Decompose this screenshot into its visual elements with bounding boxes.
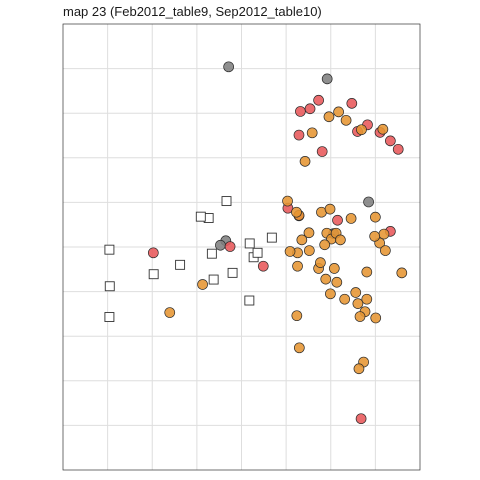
data-point-circle	[339, 293, 351, 305]
data-point-circle	[319, 239, 331, 251]
data-point-circle	[369, 230, 381, 242]
data-point-circle	[293, 129, 305, 141]
data-point-circle	[282, 195, 293, 207]
data-point-circle	[315, 257, 326, 268]
data-point-circle	[354, 311, 366, 322]
data-points	[104, 61, 408, 425]
data-point-circle	[303, 245, 315, 256]
data-point-circle	[313, 94, 324, 106]
data-point-square	[104, 312, 115, 322]
data-point-circle	[223, 61, 234, 73]
data-point-circle	[370, 312, 382, 324]
data-point-circle	[292, 260, 303, 272]
data-point-circle	[321, 73, 333, 85]
data-point-square	[252, 247, 263, 258]
data-point-circle	[306, 127, 318, 139]
data-point-circle	[380, 245, 391, 256]
data-point-circle	[257, 260, 269, 272]
data-point-circle	[335, 234, 346, 246]
data-point-square	[266, 232, 277, 243]
data-point-circle	[293, 342, 305, 354]
data-point-circle	[303, 227, 315, 239]
gridlines	[63, 24, 420, 470]
data-point-square	[148, 269, 159, 280]
data-point-square	[104, 281, 115, 292]
data-point-circle	[377, 123, 389, 135]
data-point-circle	[378, 228, 390, 240]
data-point-square	[221, 196, 232, 207]
data-point-circle	[392, 143, 404, 155]
data-point-circle	[345, 213, 357, 224]
data-point-circle	[197, 279, 208, 290]
data-point-circle	[291, 206, 302, 218]
data-point-circle	[291, 310, 303, 322]
data-point-circle	[385, 135, 396, 147]
data-point-circle	[215, 239, 226, 251]
data-point-square	[195, 211, 206, 222]
data-point-circle	[350, 287, 362, 298]
data-point-circle	[320, 273, 332, 285]
data-point-circle	[396, 267, 408, 279]
data-point-circle	[316, 146, 328, 157]
data-point-circle	[324, 203, 336, 215]
data-point-circle	[370, 211, 381, 223]
data-point-circle	[331, 276, 343, 288]
data-point-circle	[323, 111, 335, 123]
data-point-circle	[304, 103, 316, 115]
data-point-square	[244, 295, 255, 306]
data-point-square	[206, 248, 217, 259]
data-point-square	[104, 244, 115, 255]
data-point-circle	[284, 246, 296, 257]
data-point-square	[208, 274, 219, 285]
data-point-circle	[295, 106, 306, 117]
data-point-circle	[325, 288, 336, 300]
data-point-circle	[363, 196, 374, 208]
data-point-circle	[352, 298, 364, 309]
data-point-circle	[361, 293, 373, 305]
data-point-circle	[356, 124, 367, 136]
data-point-circle	[353, 363, 365, 375]
data-point-circle	[328, 263, 340, 274]
plot-panel-border	[62, 23, 421, 471]
data-point-circle	[333, 106, 344, 118]
chart-title: map 23 (Feb2012_table9, Sep2012_table10)	[63, 4, 322, 19]
data-point-circle	[332, 214, 343, 226]
data-point-circle	[361, 266, 373, 278]
data-point-square	[244, 238, 255, 249]
data-point-circle	[224, 241, 236, 252]
data-point-circle	[346, 98, 358, 109]
data-point-square	[227, 267, 238, 278]
data-point-circle	[340, 114, 352, 126]
data-point-square	[175, 259, 186, 270]
data-point-circle	[296, 234, 308, 246]
data-point-circle	[355, 413, 367, 425]
data-point-circle	[299, 156, 311, 167]
data-point-circle	[147, 247, 159, 259]
data-point-circle	[164, 307, 176, 318]
